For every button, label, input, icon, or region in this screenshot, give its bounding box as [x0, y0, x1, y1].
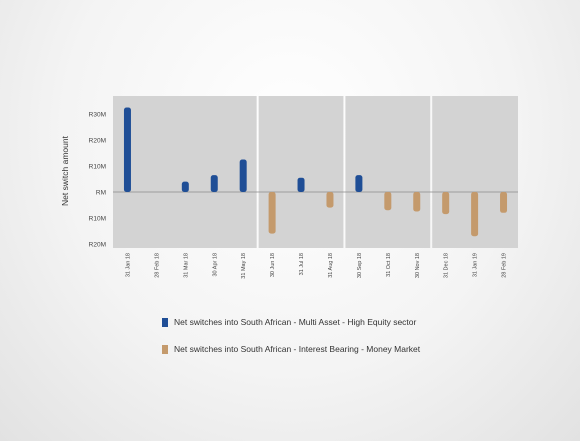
x-tick-label: 30 Apr 18 [212, 253, 218, 277]
legend: Net switches into South African - Multi … [162, 316, 420, 370]
plot-panels [113, 96, 518, 248]
bar-money-market [500, 192, 508, 213]
bar-money-market [268, 192, 276, 234]
bar-multi-asset [181, 181, 189, 192]
y-tick-label: R10M [89, 164, 106, 171]
bar-money-market [442, 192, 450, 215]
legend-label-multi-asset: Net switches into South African - Multi … [174, 317, 417, 327]
bar-multi-asset [123, 107, 131, 192]
bars [123, 107, 508, 237]
x-tick-label: 30 Nov 18 [415, 253, 421, 278]
legend-label-money-market: Net switches into South African - Intere… [174, 344, 421, 354]
legend-swatch-money-market [162, 344, 168, 354]
bar-multi-asset [210, 175, 218, 192]
bar-money-market [471, 192, 479, 237]
bar-money-market [384, 192, 392, 211]
x-tick-label: 31 May 18 [241, 253, 247, 279]
y-tick-label: RM [96, 190, 106, 197]
y-axis-ticks: R30M R20M R10M RM R10M R20M [89, 112, 106, 249]
bar-multi-asset [297, 177, 305, 192]
x-tick-label: 31 Jan 19 [473, 253, 479, 277]
x-tick-label: 30 Sep 18 [357, 253, 363, 278]
bar-multi-asset [355, 175, 363, 192]
legend-item-money-market: Net switches into South African - Intere… [162, 343, 420, 355]
x-tick-label: 31 Jul 18 [299, 253, 305, 275]
x-tick-label: 31 Mar 18 [183, 253, 189, 278]
plot-panel [345, 96, 431, 248]
bar-money-market [326, 192, 334, 208]
y-axis-label: Net switch amount [60, 135, 70, 206]
x-tick-label: 31 Aug 18 [328, 253, 334, 278]
x-tick-label: 31 Jan 18 [125, 253, 131, 277]
y-tick-label: R20M [89, 138, 106, 145]
x-axis-ticks: 31 Jan 18 28 Feb 18 31 Mar 18 30 Apr 18 31 M… [125, 253, 507, 279]
legend-item-multi-asset: Net switches into South African - Multi … [162, 316, 420, 328]
y-tick-label: R10M [89, 216, 106, 223]
bar-money-market [413, 192, 421, 212]
x-tick-label: 28 Feb 19 [502, 253, 508, 278]
x-tick-label: 28 Feb 18 [154, 253, 160, 278]
x-tick-label: 31 Dec 18 [444, 253, 450, 278]
x-tick-label: 31 Oct 18 [386, 253, 392, 277]
y-tick-label: R20M [89, 242, 106, 249]
plot-panel [113, 96, 257, 248]
x-tick-label: 30 Jun 18 [270, 253, 276, 277]
legend-swatch-multi-asset [162, 317, 168, 327]
bar-multi-asset [239, 159, 247, 192]
y-tick-label: R30M [89, 112, 106, 119]
